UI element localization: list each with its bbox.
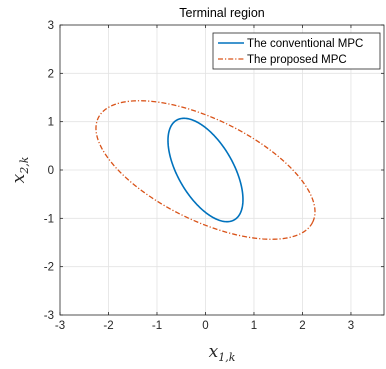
legend: The conventional MPC The proposed MPC <box>212 32 381 70</box>
y-axis-label-main: x <box>9 173 29 183</box>
series-layer <box>95 100 316 240</box>
x-tick-label: -1 <box>152 320 162 332</box>
x-axis-label-main: x <box>209 342 219 362</box>
legend-label-proposed: The proposed MPC <box>247 54 347 66</box>
x-tick-label: 2 <box>299 320 305 332</box>
series-curve-conventional <box>167 117 244 223</box>
y-axis-label-subscript: 2,k <box>18 156 31 174</box>
x-tick-label: -3 <box>55 320 65 332</box>
y-tick-label: -1 <box>44 213 54 225</box>
x-tick-label: 1 <box>251 320 257 332</box>
x-axis-label-subscript: 1,k <box>218 351 235 364</box>
ticks: -3 -2 -1 0 1 2 3 -3 -2 -1 0 1 2 3 <box>44 20 384 332</box>
y-tick-label: -3 <box>44 310 54 322</box>
y-tick-label: 1 <box>48 117 54 129</box>
chart-title: Terminal region <box>179 6 265 20</box>
legend-label-conventional: The conventional MPC <box>247 38 363 50</box>
grid <box>60 25 384 315</box>
x-tick-label: 3 <box>348 320 354 332</box>
y-tick-label: 3 <box>48 20 54 32</box>
x-axis-label: x1,k <box>209 342 236 364</box>
y-tick-label: 0 <box>48 165 54 177</box>
y-tick-label: -2 <box>44 262 54 274</box>
y-tick-label: 2 <box>48 68 54 80</box>
x-tick-label: 0 <box>202 320 208 332</box>
series-curve-proposed <box>95 100 316 240</box>
legend-box <box>212 32 381 70</box>
y-axis-label: x2,k <box>9 156 31 183</box>
x-tick-label: -2 <box>103 320 113 332</box>
